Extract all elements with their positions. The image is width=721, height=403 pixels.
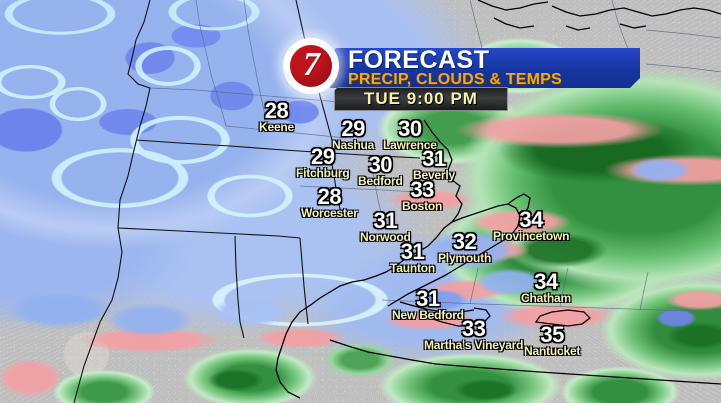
city-label-fitchburg[interactable]: 29 Fitchburg [296,144,350,180]
forecast-time-badge: TUE 9:00 PM [334,87,508,111]
city-name: Beverly [413,168,455,182]
temperature-value: 31 [422,146,446,171]
city-name: Bedford [358,174,403,188]
city-label-norwood[interactable]: 31 Norwood [360,208,411,244]
city-name: Chatham [521,291,571,305]
city-label-boston[interactable]: 33 Boston [402,177,443,213]
city-name: Fitchburg [296,166,350,180]
city-label-chatham[interactable]: 34 Chatham [521,269,571,305]
forecast-banner-text: FORECAST PRECIP, CLOUDS & TEMPS [330,48,640,88]
city-label-keene[interactable]: 28 Keene [259,98,295,134]
logo-numeral: 7 [303,46,320,83]
city-label-provincetown[interactable]: 34 Provincetown [493,207,570,243]
city-name: Plymouth [438,251,492,265]
city-name: Nantucket [524,344,581,358]
temperature-value: 30 [398,116,422,141]
city-label-nashua[interactable]: 29 Nashua [332,116,375,152]
forecast-title: FORECAST [348,46,490,74]
city-label-lawrence[interactable]: 30 Lawrence [383,116,437,152]
city-label-beverly[interactable]: 31 Beverly [413,146,455,182]
temperature-value: 34 [534,269,558,294]
forecast-banner: FORECAST PRECIP, CLOUDS & TEMPS [330,48,640,88]
temperature-value: 28 [264,98,289,123]
temperature-value: 31 [373,208,398,233]
city-label-worcester[interactable]: 28 Worcester [301,184,358,220]
city-label-taunton[interactable]: 31 Taunton [390,239,436,275]
city-name: Provincetown [493,229,570,243]
city-label-new-bedford[interactable]: 31 New Bedford [392,286,464,322]
city-name: Keene [259,120,295,134]
forecast-subtitle: PRECIP, CLOUDS & TEMPS [348,71,562,88]
city-label-nantucket[interactable]: 35 Nantucket [524,322,581,358]
state-borders [73,0,421,403]
temperature-value: 29 [341,116,365,141]
city-name: Boston [402,199,443,213]
city-name: New Bedford [392,308,464,322]
temperature-value: 30 [368,152,393,177]
temperature-value: 33 [410,177,434,202]
channel-7-logo-icon: 7 [283,38,339,94]
temperature-value: 31 [400,239,425,264]
city-name: Taunton [390,261,436,275]
city-name: Martha's Vineyard [424,338,524,352]
temperature-value: 32 [452,229,477,254]
city-name: Lawrence [383,138,437,152]
temperature-value: 29 [311,144,335,169]
forecast-valid-time: TUE 9:00 PM [364,89,478,108]
city-label-marthas-vineyard[interactable]: 33 Martha's Vineyard [424,316,524,352]
city-label-bedford[interactable]: 30 Bedford [358,152,403,188]
city-name: Worcester [301,206,358,220]
temperature-value: 34 [519,207,543,232]
coastline [275,0,721,399]
temperature-value: 33 [461,316,486,341]
temperature-value: 31 [416,286,440,311]
city-name: Nashua [332,138,375,152]
city-label-plymouth[interactable]: 32 Plymouth [438,229,492,265]
temperature-value: 28 [317,184,342,209]
city-name: Norwood [360,230,411,244]
temperature-value: 35 [540,322,564,347]
logo-disc: 7 [288,43,334,89]
